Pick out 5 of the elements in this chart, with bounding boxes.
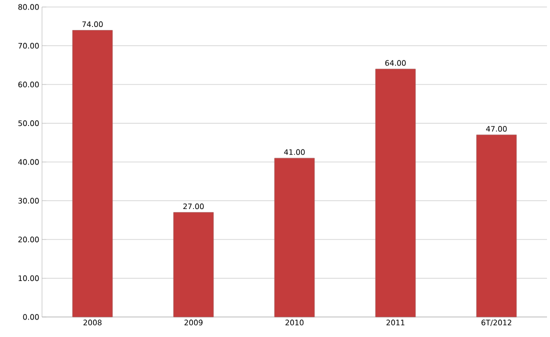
bar: [173, 212, 214, 318]
bar: [476, 134, 517, 318]
bar: [375, 68, 416, 318]
bar: [274, 158, 315, 318]
bar: [72, 30, 113, 318]
